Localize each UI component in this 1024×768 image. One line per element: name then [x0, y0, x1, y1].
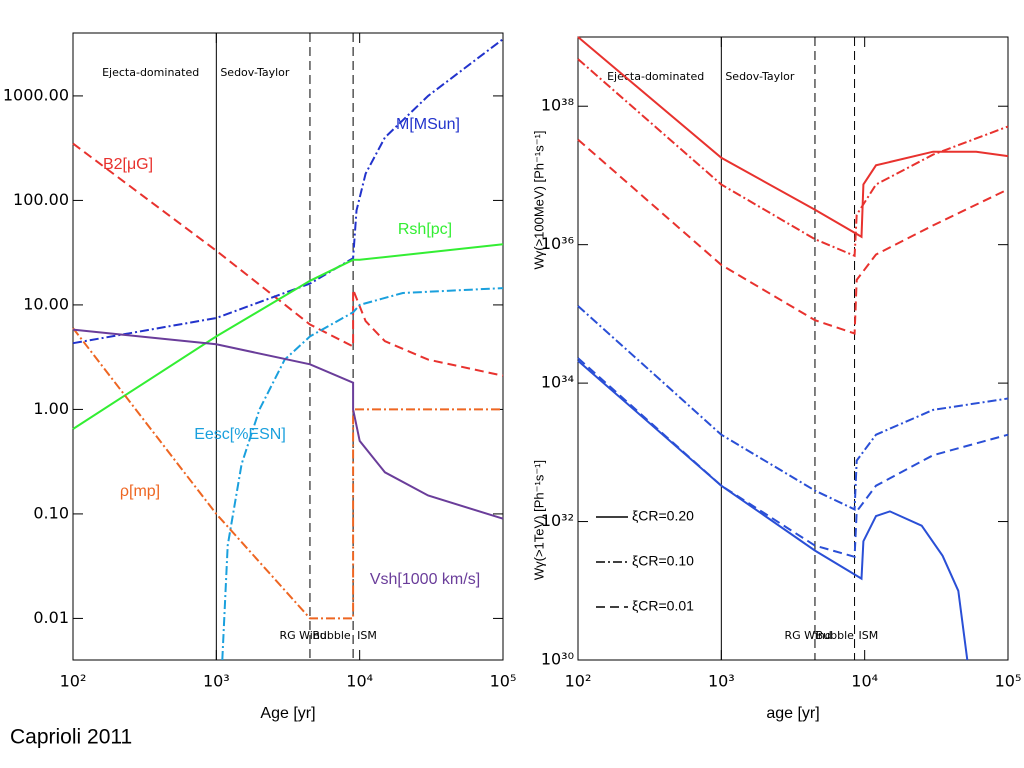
plot-frame — [72, 32, 504, 661]
y-tick-label: 10³⁶ — [541, 234, 574, 253]
phase-label: Bubble — [312, 629, 351, 642]
series-line — [72, 243, 504, 430]
series-line — [577, 58, 1009, 258]
phase-label: Bubble — [816, 629, 855, 642]
caption: Caprioli 2011 — [10, 726, 132, 749]
y-axis-label: Wγ(>100MeV) [Ph⁻¹s⁻¹] — [531, 130, 546, 269]
phase-label: Sedov-Taylor — [725, 70, 795, 83]
y-tick-label: 1.00 — [33, 399, 69, 418]
series-line — [577, 305, 1009, 511]
series-label: Vsh[1000 km/s] — [370, 571, 480, 588]
x-tick-label: 10⁴ — [851, 672, 878, 691]
phase-label: ISM — [859, 629, 879, 642]
x-tick-label: 10⁵ — [490, 672, 517, 691]
series-line — [72, 328, 504, 520]
y-tick-label: 100.00 — [13, 190, 69, 209]
series-line — [72, 142, 504, 377]
plot-frame — [577, 36, 1009, 661]
legend-label: ξCR=0.20 — [632, 508, 694, 524]
legend-label: ξCR=0.01 — [632, 598, 694, 614]
x-tick-label: 10² — [565, 672, 592, 691]
y-tick-label: 10.00 — [23, 294, 69, 313]
x-tick-label: 10³ — [203, 672, 230, 691]
x-axis-label: age [yr] — [766, 705, 819, 722]
x-tick-label: 10⁵ — [995, 672, 1022, 691]
phase-label: RG Wind — [279, 629, 326, 642]
series-line — [577, 357, 1009, 559]
y-tick-label: 10³⁰ — [541, 650, 574, 669]
series-label: ρ[mp] — [120, 483, 160, 500]
phase-label: Ejecta-dominated — [607, 70, 704, 83]
series-line — [577, 360, 969, 661]
y-tick-label: 0.01 — [33, 608, 69, 627]
y-tick-label: 10³⁴ — [541, 373, 574, 392]
series-label: Eesc[%ESN] — [194, 426, 286, 443]
series-label: M[MSun] — [396, 116, 460, 133]
y-tick-label: 10³⁸ — [541, 96, 574, 115]
y-tick-label: 0.10 — [33, 503, 69, 522]
x-tick-label: 10² — [60, 672, 87, 691]
x-tick-label: 10⁴ — [346, 672, 373, 691]
y-axis-label: Wγ(>1TeV) [Ph⁻¹s⁻¹] — [531, 460, 546, 580]
phase-label: Ejecta-dominated — [102, 66, 199, 79]
series-line — [577, 138, 1009, 335]
phase-label: Sedov-Taylor — [220, 66, 290, 79]
x-axis-label: Age [yr] — [260, 705, 315, 722]
series-label: B2[μG] — [103, 156, 153, 173]
x-tick-label: 10³ — [708, 672, 735, 691]
legend-label: ξCR=0.10 — [632, 553, 694, 569]
phase-label: ISM — [357, 629, 377, 642]
series-line — [221, 287, 504, 661]
series-line — [577, 36, 1009, 239]
series-label: Rsh[pc] — [398, 221, 452, 238]
y-tick-label: 1000.00 — [3, 85, 69, 104]
y-tick-label: 10³² — [541, 511, 574, 530]
series-line — [72, 38, 504, 345]
series-line — [72, 327, 503, 620]
phase-label: RG Wind — [784, 629, 831, 642]
